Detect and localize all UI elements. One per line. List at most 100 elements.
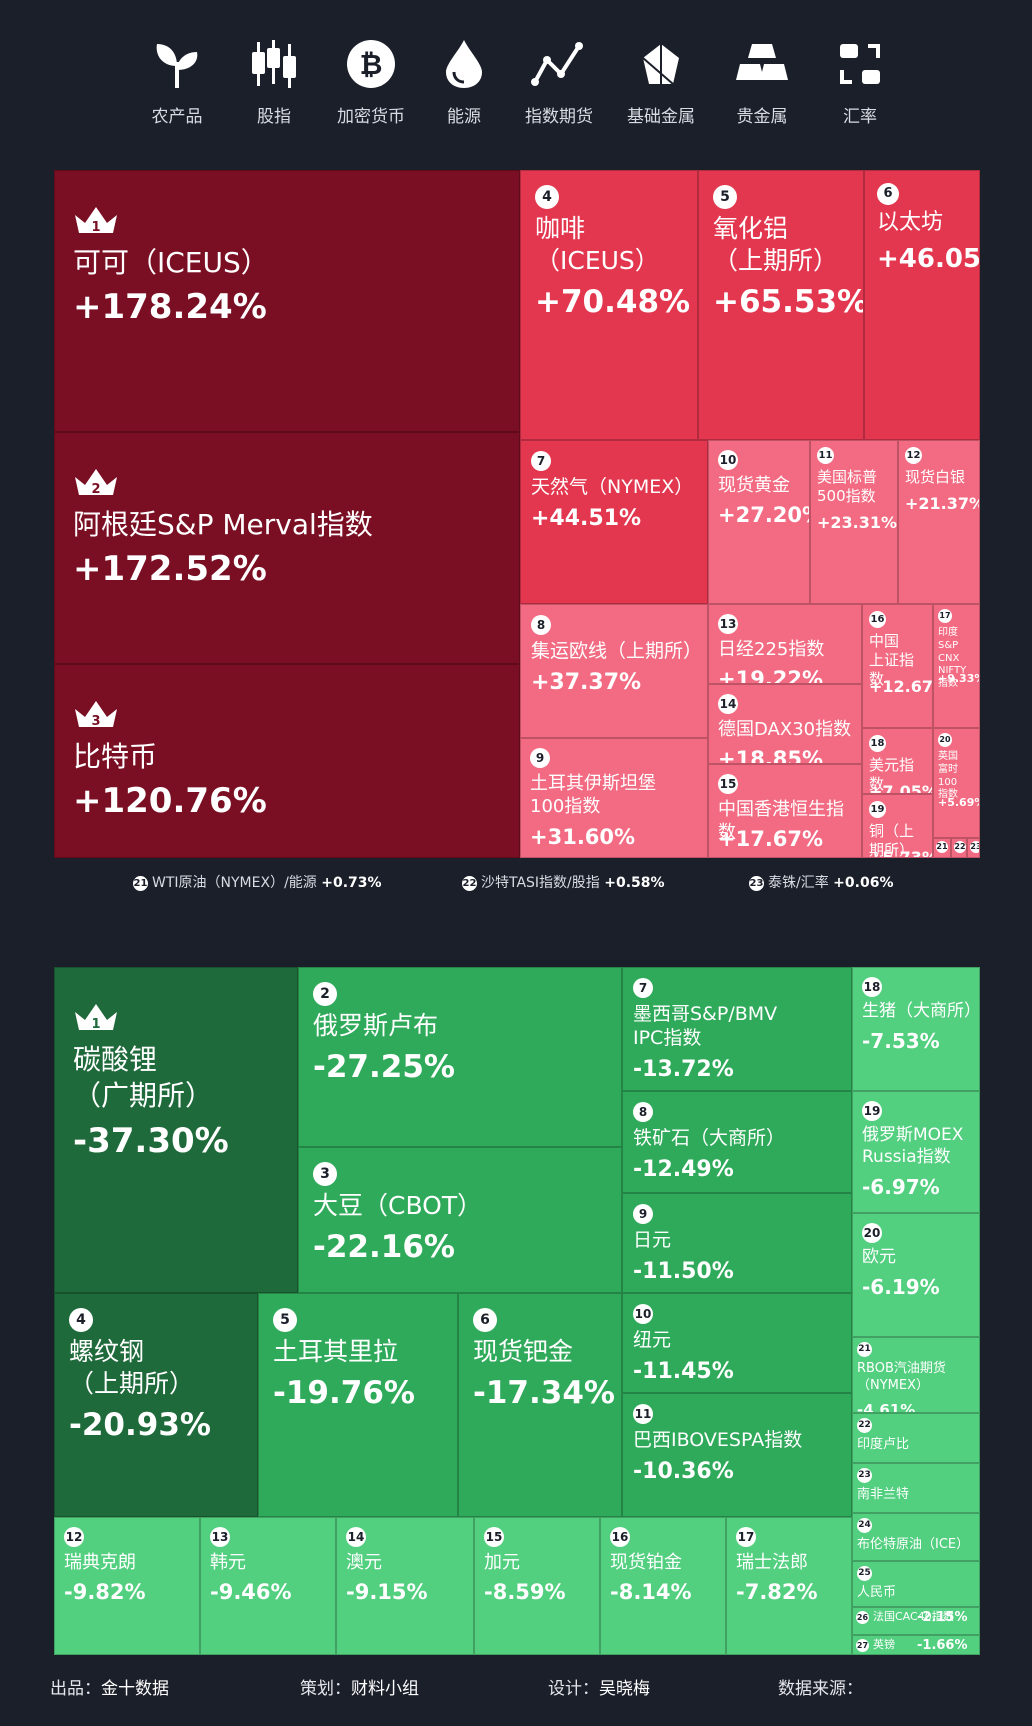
treemap-tile: 1 可可（ICEUS） +178.24%: [54, 170, 520, 432]
treemap-tile: 6 以太坊 +46.05%: [864, 170, 980, 440]
treemap-tile: 19 铜（上期所） +5.73%: [862, 794, 933, 858]
treemap-tile: 3 大豆（CBOT） -22.16%: [298, 1147, 622, 1293]
category-bar: 农产品 股指 ₿ 加密货币 能源 指数期货: [0, 38, 1032, 138]
category-precious-metals[interactable]: 贵金属: [712, 38, 812, 127]
category-label: 加密货币: [337, 107, 405, 127]
treemap-tile: 12 瑞典克朗 -9.82%: [54, 1517, 200, 1655]
tile-change: -8.14%: [610, 1580, 692, 1605]
tile-name: 土耳其里拉: [273, 1337, 399, 1366]
rank-badge: 5: [713, 185, 737, 209]
rank-badge: 6: [877, 183, 899, 205]
tile-name: 俄罗斯MOEX Russia指数: [862, 1125, 964, 1167]
svg-text:₿: ₿: [360, 48, 383, 81]
rank-badge: 8: [531, 615, 551, 635]
rank-badge: 4: [535, 185, 559, 209]
treemap-tile: 9 日元 -11.50%: [622, 1193, 852, 1293]
tile-name: 俄罗斯卢布: [313, 1011, 439, 1040]
category-label: 农产品: [151, 107, 203, 127]
tile-name: 碳酸锂 （广期所）: [73, 1043, 214, 1112]
tile-name: 生猪（大商所）: [862, 1001, 980, 1021]
svg-text:1: 1: [91, 220, 100, 235]
treemap-tile: 27 英镑 -1.66%: [852, 1635, 980, 1655]
treemap-tile: 4 螺纹钢 （上期所） -20.93%: [54, 1293, 258, 1517]
rank-badge: 16: [610, 1527, 630, 1547]
treemap-tile: 9 土耳其伊斯坦堡 100指数 +31.60%: [520, 738, 708, 858]
tile-name: 现货白银: [905, 468, 966, 486]
tile-change: +70.48%: [535, 284, 691, 320]
tile-change: -4.61%: [857, 1400, 916, 1413]
category-stock-index[interactable]: 股指: [224, 38, 324, 127]
rank-badge: 17: [736, 1527, 756, 1547]
tile-name: 法国CAC40指数: [873, 1610, 954, 1623]
rank-badge: 20: [938, 733, 952, 747]
tile-name: 瑞士法郎: [736, 1552, 808, 1573]
rank-badge: 21: [857, 1342, 872, 1357]
treemap-tile: 19 俄罗斯MOEX Russia指数 -6.97%: [852, 1091, 980, 1213]
treemap-tile: 15 加元 -8.59%: [474, 1517, 600, 1655]
treemap-tile: 18 美元指数 +7.05%: [862, 728, 933, 794]
rank-badge: 20: [862, 1223, 882, 1243]
metal-ore-icon: [642, 44, 679, 85]
treemap-tile: 11 美国标普 500指数 +23.31%: [810, 440, 898, 604]
treemap-tile: 11 巴西IBOVESPA指数 -10.36%: [622, 1393, 852, 1517]
treemap-tile: 23: [967, 838, 980, 858]
tile-change: +172.52%: [73, 549, 267, 590]
tile-name: 铁矿石（大商所）: [633, 1127, 786, 1149]
rank-badge: 7: [633, 978, 653, 998]
tile-name: 韩元: [210, 1552, 246, 1573]
tile-name: 天然气（NYMEX）: [531, 476, 694, 498]
rank-badge: 19: [869, 801, 886, 818]
tile-change: -2.94%: [857, 1510, 915, 1512]
rank-badge: 15: [718, 774, 738, 794]
treemap-tile: 17 印度 S&P CNX NIFTY指数+9.33%: [933, 604, 980, 728]
rank-badge: 12: [64, 1527, 84, 1547]
rank-badge: 16: [869, 611, 886, 628]
treemap-tile: 13 韩元 -9.46%: [200, 1517, 336, 1655]
category-agriculture[interactable]: 农产品: [127, 38, 227, 127]
tile-change: +5.73%: [869, 847, 933, 858]
category-index-futures[interactable]: 指数期货: [509, 38, 609, 127]
category-label: 能源: [447, 107, 481, 127]
category-energy[interactable]: 能源: [414, 38, 514, 127]
tile-name: 氧化铝 （上期所）: [713, 214, 839, 275]
tile-name: 中国 上证指数: [869, 632, 915, 689]
category-crypto[interactable]: ₿ 加密货币: [321, 38, 421, 127]
rank-badge: 8: [633, 1102, 653, 1122]
tile-name: 螺纹钢 （上期所）: [69, 1337, 195, 1398]
gold-bars-icon: [736, 44, 788, 80]
tile-change: +65.53%: [713, 284, 864, 320]
crown-icon: 1: [75, 1004, 117, 1032]
footnote-23: 23 泰铢/汇率 +0.06%: [749, 875, 894, 891]
treemap-tile: 1 碳酸锂 （广期所） -37.30%: [54, 967, 298, 1293]
rank-badge: 14: [718, 694, 738, 714]
footnote-22: 22 沙特TASI指数/股指 +0.58%: [462, 875, 665, 891]
tile-name: 日经225指数: [718, 639, 825, 660]
credits-bar: 出品：金十数据 策划：财料小组 设计：吴晓梅 数据来源：: [0, 1674, 1032, 1704]
tile-change: +5.69%: [938, 796, 979, 809]
treemap-tile: 5 氧化铝 （上期所） +65.53%: [698, 170, 864, 440]
tile-change: -37.30%: [73, 1120, 229, 1161]
svg-text:1: 1: [91, 1017, 100, 1032]
oil-drop-icon: [446, 40, 482, 88]
treemap-tile: 2 俄罗斯卢布 -27.25%: [298, 967, 622, 1147]
tile-name: 土耳其伊斯坦堡 100指数: [530, 773, 656, 818]
treemap-tile: 8 铁矿石（大商所） -12.49%: [622, 1091, 852, 1193]
treemap-tile: 20 英国 富时100 指数+5.69%: [933, 728, 980, 838]
rank-badge: 9: [633, 1204, 653, 1224]
treemap-tile: 14 德国DAX30指数 +18.85%: [708, 684, 862, 764]
tile-change: +46.05%: [877, 243, 980, 274]
treemap-tile: 22 印度卢比 -2.95%: [852, 1413, 980, 1463]
tile-change: +19.22%: [718, 667, 824, 684]
treemap-tile: 17 瑞士法郎 -7.82%: [726, 1517, 852, 1655]
rank-badge: 14: [346, 1527, 366, 1547]
category-fx[interactable]: 汇率: [810, 38, 910, 127]
tile-name: 墨西哥S&P/BMV IPC指数: [633, 1003, 778, 1050]
treemap-tile: 18 生猪（大商所） -7.53%: [852, 967, 980, 1091]
tile-change: -9.82%: [64, 1580, 146, 1605]
category-base-metals[interactable]: 基础金属: [611, 38, 711, 127]
tile-name: 澳元: [346, 1552, 382, 1573]
tile-change: -7.53%: [862, 1029, 940, 1054]
svg-text:3: 3: [91, 714, 100, 729]
treemap-tile: 6 现货钯金 -17.34%: [458, 1293, 622, 1517]
